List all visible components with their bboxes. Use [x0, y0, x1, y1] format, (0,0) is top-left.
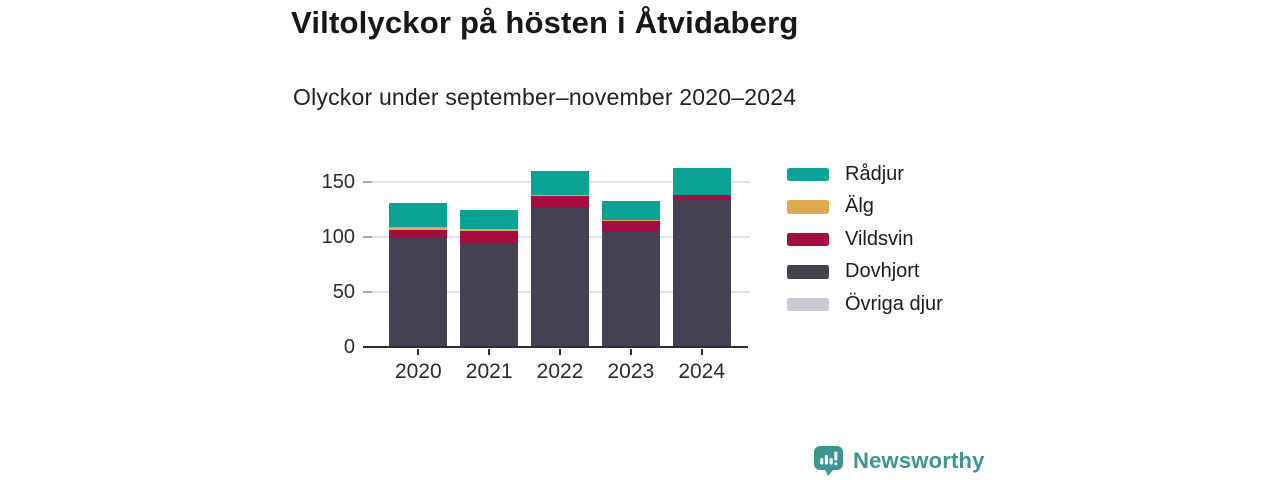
legend-label: Älg — [845, 195, 874, 218]
bar-segment-älg — [601, 219, 660, 221]
bar-segment-rådjur — [672, 168, 731, 195]
bar-segment-vildsvin — [460, 230, 519, 243]
legend-item-rådjur: Rådjur — [787, 158, 943, 191]
legend-label: Rådjur — [845, 162, 904, 185]
x-axis-label: 2020 — [394, 360, 442, 383]
legend-item-övriga-djur: Övriga djur — [787, 288, 943, 321]
bar-segment-älg — [460, 228, 519, 231]
legend-item-dovhjort: Dovhjort — [787, 256, 943, 289]
legend-swatch — [787, 232, 829, 246]
y-axis-label: 150 — [321, 171, 355, 194]
bar-segment-vildsvin — [601, 220, 660, 231]
bar-2024 — [672, 168, 731, 347]
legend-swatch — [787, 167, 829, 181]
bar-segment-rådjur — [389, 203, 448, 228]
bar-segment-rådjur — [460, 209, 519, 229]
x-axis-tick — [700, 349, 703, 355]
y-axis-tick — [363, 236, 372, 239]
bar-segment-älg — [531, 194, 589, 196]
legend-swatch — [787, 200, 829, 214]
y-axis-tick — [363, 291, 372, 294]
x-axis-tick — [417, 349, 420, 355]
bar-segment-rådjur — [601, 201, 660, 220]
x-axis-tick — [559, 349, 561, 355]
bar-segment-dovhjort — [601, 230, 660, 347]
bar-segment-vildsvin — [531, 195, 589, 208]
legend-item-vildsvin: Vildsvin — [787, 223, 943, 256]
bar-segment-dovhjort — [672, 199, 731, 347]
bar-2021 — [460, 209, 519, 347]
newsworthy-wordmark: Newsworthy — [853, 447, 985, 473]
newsworthy-logo: Newsworthy — [813, 445, 985, 476]
bar-segment-dovhjort — [531, 207, 589, 347]
x-axis-line — [363, 345, 748, 349]
x-axis-label: 2022 — [536, 360, 584, 383]
chart-subtitle: Olyckor under september–november 2020–20… — [293, 84, 797, 110]
chart-legend: Rådjur Älg Vildsvin Dovhjort Övriga djur — [787, 158, 943, 321]
bar-segment-vildsvin — [389, 229, 448, 239]
bar-segment-dovhjort — [389, 238, 448, 347]
legend-item-älg: Älg — [787, 191, 943, 224]
bar-segment-dovhjort — [460, 242, 519, 347]
x-axis-label: 2023 — [607, 360, 655, 383]
legend-label: Dovhjort — [845, 260, 920, 283]
x-axis-label: 2021 — [465, 360, 513, 383]
y-axis-label: 100 — [321, 226, 355, 249]
y-axis-label: 50 — [332, 281, 355, 304]
legend-label: Vildsvin — [845, 227, 914, 250]
bar-2022 — [531, 171, 589, 347]
x-axis-label: 2024 — [678, 360, 726, 383]
newsworthy-icon — [814, 446, 843, 476]
legend-swatch — [787, 265, 829, 279]
chart-title: Viltolyckor på hösten i Åtvidaberg — [291, 5, 799, 40]
bar-2023 — [601, 201, 660, 347]
bar-segment-rådjur — [531, 171, 589, 195]
x-axis-tick — [488, 349, 491, 355]
legend-label: Övriga djur — [845, 292, 943, 315]
bar-segment-vildsvin — [672, 194, 731, 200]
legend-swatch — [787, 297, 829, 311]
x-axis-tick — [629, 349, 632, 355]
y-axis-label: 0 — [343, 336, 355, 358]
y-axis-tick — [363, 181, 372, 184]
bar-2020 — [389, 203, 448, 347]
bar-segment-älg — [389, 227, 448, 230]
